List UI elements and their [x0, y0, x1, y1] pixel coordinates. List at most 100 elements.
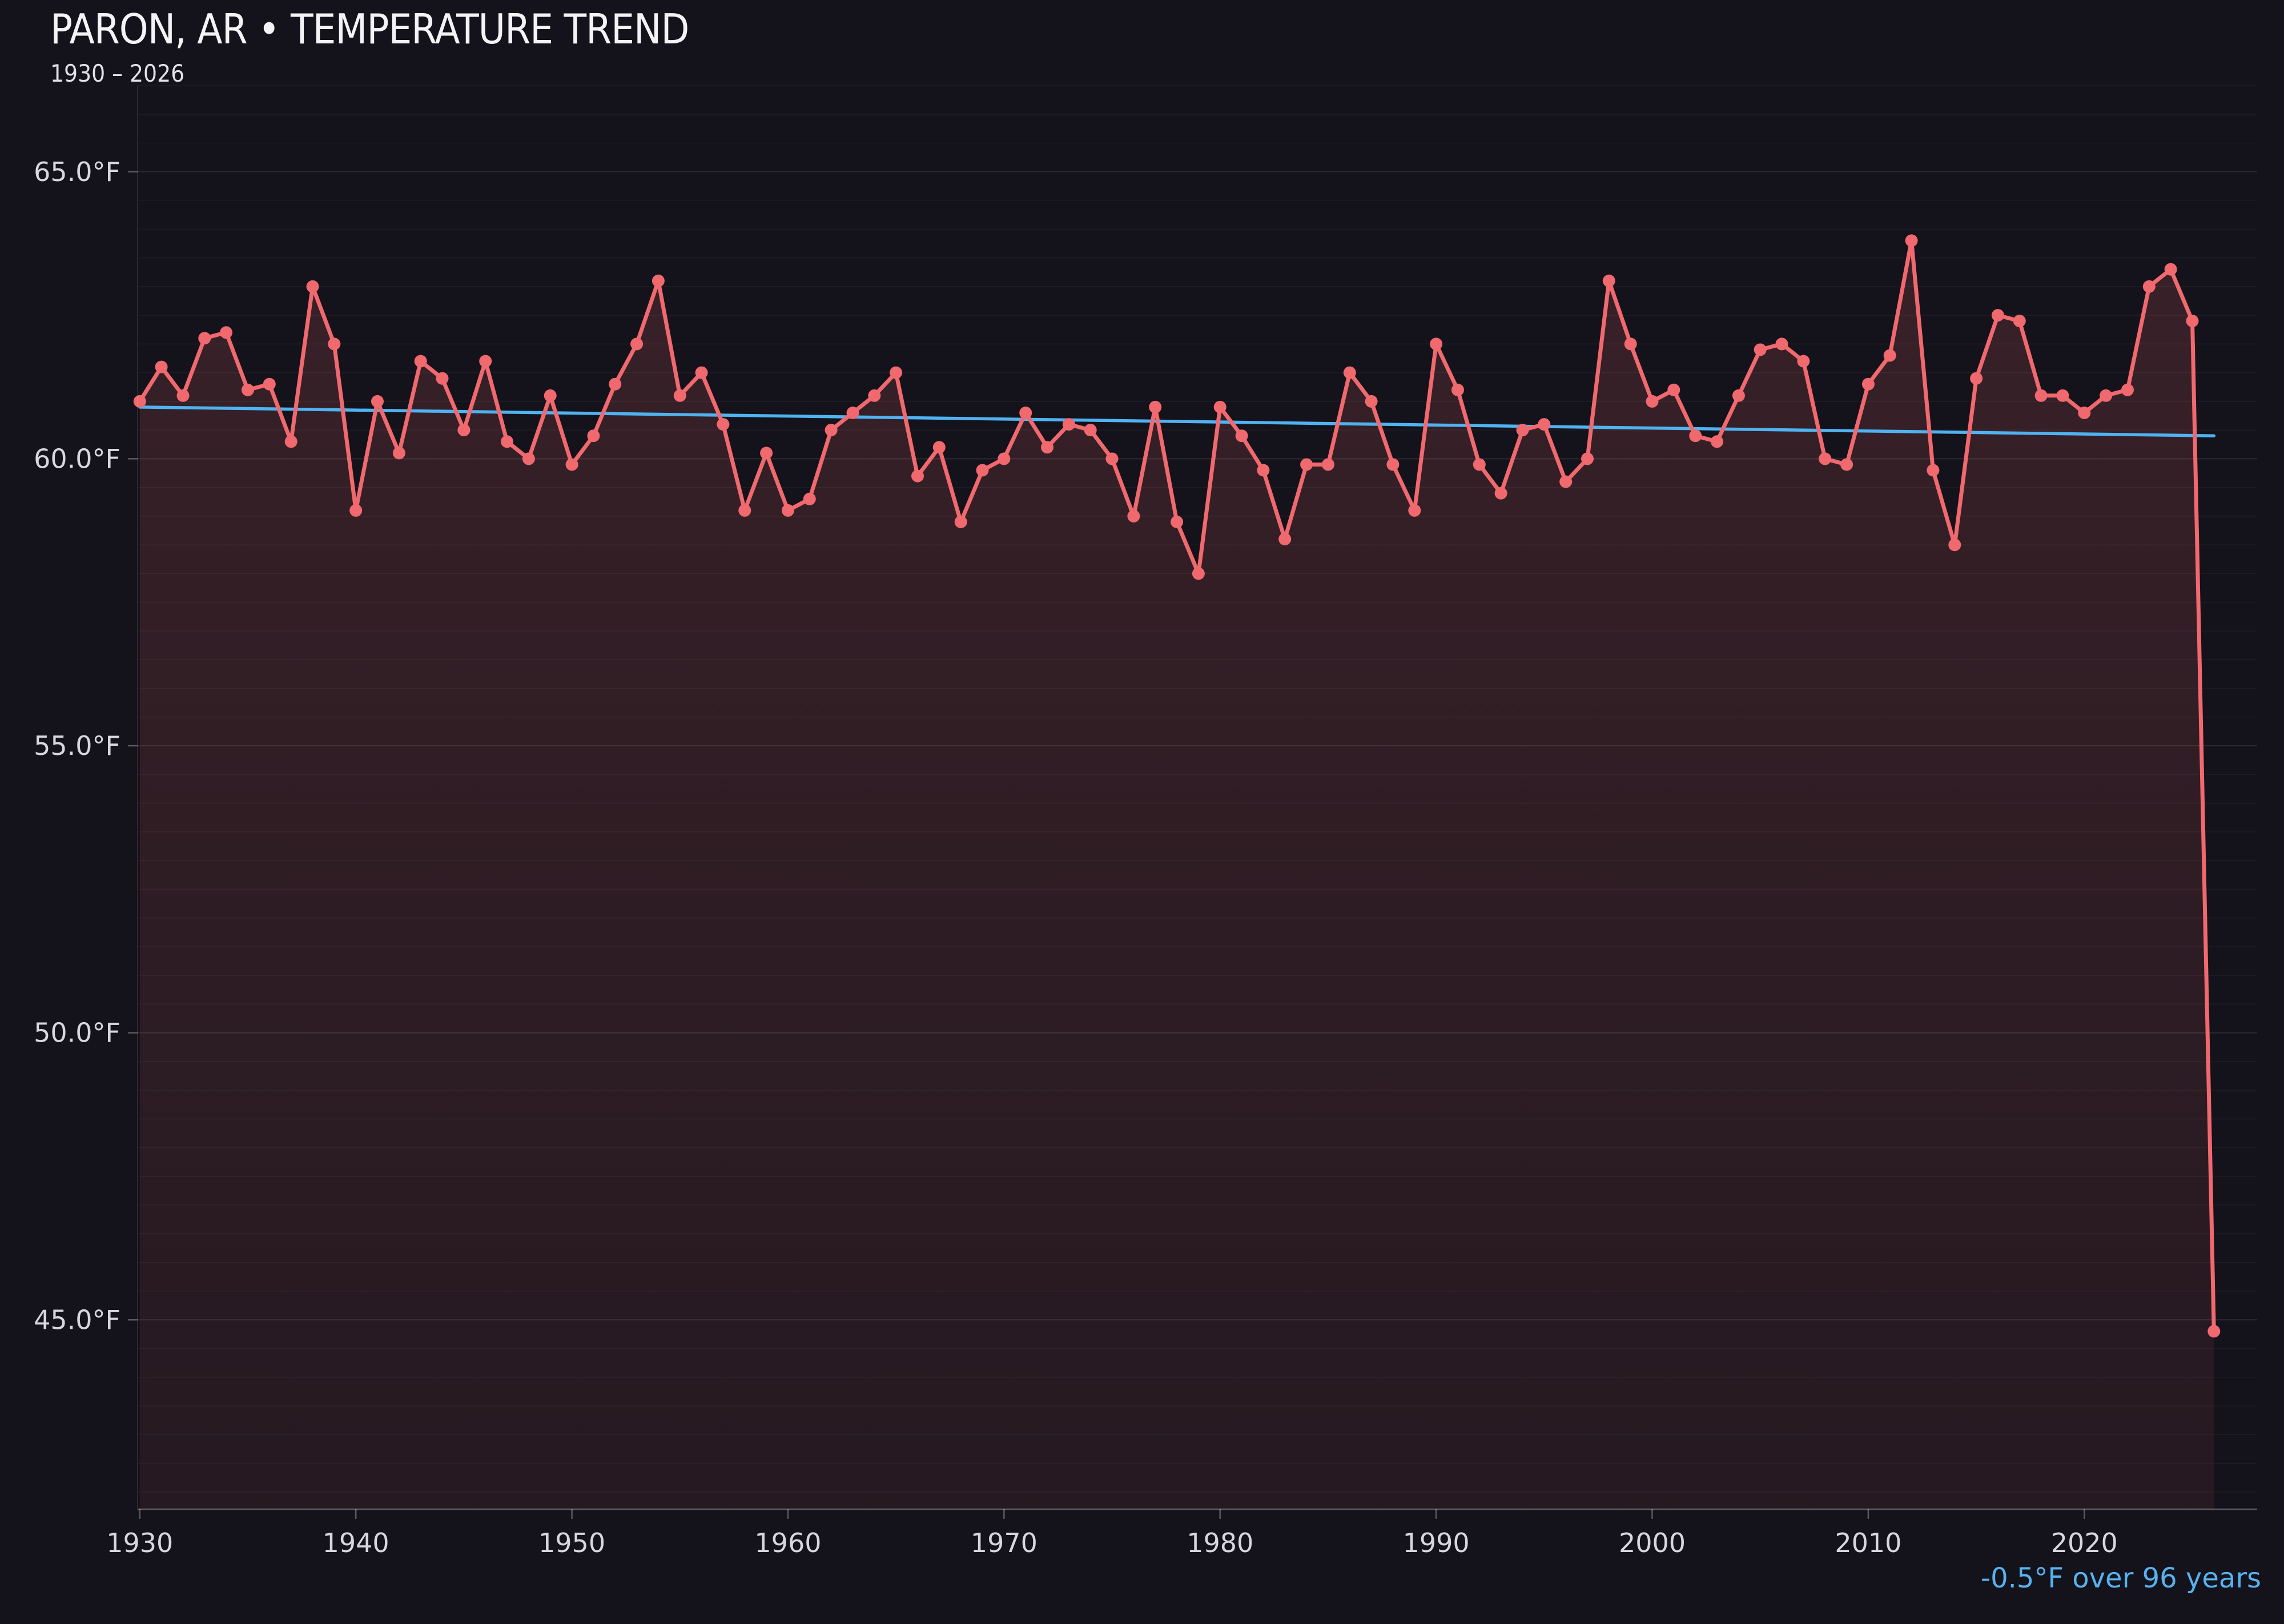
series-area-fill — [139, 240, 2214, 1510]
data-point — [2078, 407, 2091, 419]
data-point — [242, 383, 254, 396]
data-point — [976, 464, 989, 477]
data-point — [371, 395, 384, 408]
data-point — [2207, 1325, 2221, 1338]
data-point — [1213, 400, 1227, 413]
data-point — [1105, 452, 1119, 465]
data-point — [1192, 567, 1205, 580]
data-point — [1775, 337, 1788, 351]
data-point — [1948, 538, 1961, 552]
data-point — [1624, 337, 1637, 351]
x-tick-label: 2010 — [1835, 1527, 1901, 1558]
chart-title: PARON, AR • TEMPERATURE TREND — [50, 5, 689, 53]
data-point — [1386, 458, 1400, 471]
data-point — [1581, 452, 1594, 465]
data-point — [306, 280, 319, 293]
x-tick-label: 1990 — [1403, 1527, 1470, 1558]
data-point — [349, 504, 363, 517]
data-point — [1689, 429, 1702, 443]
data-point — [932, 441, 946, 454]
data-point — [2056, 389, 2069, 402]
data-point — [1127, 509, 1140, 522]
data-point — [1602, 274, 1615, 287]
data-point — [198, 332, 211, 345]
data-point — [1732, 389, 1745, 402]
x-axis: 1930 1940 1950 1960 1970 1980 1990 2000 2010 2020 — [106, 1509, 2118, 1558]
data-point — [652, 274, 665, 287]
data-point — [738, 504, 751, 517]
data-point — [284, 435, 297, 448]
data-point — [954, 516, 967, 528]
data-point — [220, 326, 233, 339]
x-tick-label: 1980 — [1187, 1527, 1253, 1558]
x-tick-label: 1940 — [323, 1527, 389, 1558]
data-point — [1149, 400, 1162, 413]
data-point — [2121, 383, 2134, 396]
data-point — [501, 435, 513, 448]
trend-line — [138, 405, 2216, 437]
data-point — [1646, 395, 1659, 408]
data-point — [1861, 377, 1875, 391]
data-point — [1991, 309, 2004, 322]
data-points — [133, 234, 2221, 1338]
data-point — [1905, 234, 1918, 247]
data-point — [2034, 389, 2048, 402]
data-point — [328, 337, 341, 351]
data-point — [1278, 533, 1292, 546]
data-point — [760, 447, 773, 460]
data-point — [673, 389, 686, 402]
chart-subtitle: 1930 – 2026 — [50, 59, 185, 87]
data-point — [1711, 435, 1723, 448]
data-point — [2142, 280, 2156, 293]
data-point — [392, 447, 405, 460]
y-tick-label: 65.0°F — [34, 156, 120, 187]
data-point — [1171, 516, 1184, 528]
data-point — [1538, 418, 1551, 431]
data-point — [1754, 343, 1767, 356]
data-point — [457, 424, 471, 437]
y-tick-label: 55.0°F — [34, 730, 120, 761]
data-point — [695, 366, 708, 379]
data-point — [911, 469, 924, 483]
data-point — [1257, 464, 1270, 477]
data-point — [2013, 315, 2026, 328]
data-point — [868, 389, 881, 402]
data-point — [1408, 504, 1421, 517]
x-tick-label: 1950 — [538, 1527, 605, 1558]
data-point — [1883, 349, 1896, 362]
data-point — [1235, 429, 1248, 443]
x-tick-label: 1960 — [754, 1527, 821, 1558]
data-point — [1451, 383, 1464, 396]
data-point — [717, 418, 730, 431]
data-point — [544, 389, 557, 402]
data-point — [414, 355, 427, 368]
y-axis: 65.0°F 60.0°F 55.0°F 50.0°F 45.0°F — [34, 156, 138, 1335]
data-point — [522, 452, 535, 465]
data-point — [2186, 315, 2199, 328]
data-point — [1321, 458, 1334, 471]
data-point — [998, 452, 1011, 465]
data-point — [2100, 389, 2113, 402]
data-point — [846, 407, 859, 419]
y-tick-label: 45.0°F — [34, 1304, 120, 1335]
data-point — [1927, 464, 1940, 477]
data-point — [1473, 458, 1486, 471]
data-point — [1062, 418, 1075, 431]
gridlines — [138, 85, 2257, 1493]
y-tick-label: 60.0°F — [34, 443, 120, 474]
data-point — [1343, 366, 1356, 379]
data-point — [1494, 487, 1507, 500]
x-tick-label: 1930 — [106, 1527, 173, 1558]
data-point — [630, 337, 644, 351]
series-area — [139, 240, 2214, 1510]
data-point — [825, 424, 838, 437]
trend-summary-label: -0.5°F over 96 years — [1980, 1562, 2261, 1594]
data-point — [1019, 407, 1032, 419]
chart-header: PARON, AR • TEMPERATURE TREND 1930 – 202… — [50, 5, 689, 87]
data-point — [263, 377, 276, 391]
data-point — [1300, 458, 1313, 471]
data-point — [479, 355, 492, 368]
x-tick-label: 2020 — [2051, 1527, 2118, 1558]
x-tick-label: 2000 — [1619, 1527, 1686, 1558]
